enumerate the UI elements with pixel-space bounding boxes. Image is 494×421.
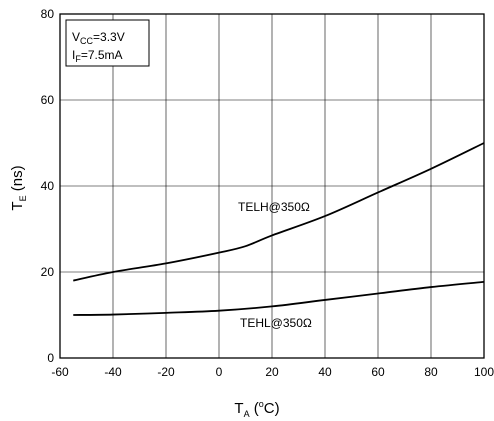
condition-if: IF=7.5mA [72, 48, 123, 64]
y-tick-label: 40 [41, 179, 55, 193]
y-tick-label: 0 [47, 351, 54, 365]
series-line-telh [73, 142, 485, 282]
x-tick-label: 20 [265, 365, 279, 379]
x-tick-label: -40 [104, 365, 122, 379]
x-tick-label: 40 [318, 365, 332, 379]
series-label-telh: TELH@350Ω [238, 200, 310, 214]
series-line-tehl [73, 280, 485, 316]
x-tick-label: 0 [216, 365, 223, 379]
x-tick-label: 100 [474, 365, 494, 379]
x-axis-title: TA (oC) [234, 399, 279, 419]
plot-frame [59, 13, 485, 359]
series-layer [73, 142, 485, 316]
y-tick-label: 20 [41, 265, 55, 279]
series-label-tehl: TEHL@350Ω [240, 316, 312, 330]
x-tick-labels: -60 -40 -20 0 20 40 60 80 100 [51, 365, 494, 379]
y-tick-labels: 0 20 40 60 80 [41, 7, 55, 365]
y-tick-label: 80 [41, 7, 55, 21]
x-tick-label: 80 [424, 365, 438, 379]
y-tick-label: 60 [41, 93, 55, 107]
conditions-box: VCC=3.3V IF=7.5mA [65, 19, 150, 67]
conditions-box-frame [65, 19, 150, 67]
y-axis-title: TE (ns) [9, 165, 28, 210]
x-tick-label: -20 [157, 365, 175, 379]
condition-vcc: VCC=3.3V [72, 30, 125, 46]
x-tick-label: 60 [371, 365, 385, 379]
x-tick-label: -60 [51, 365, 69, 379]
